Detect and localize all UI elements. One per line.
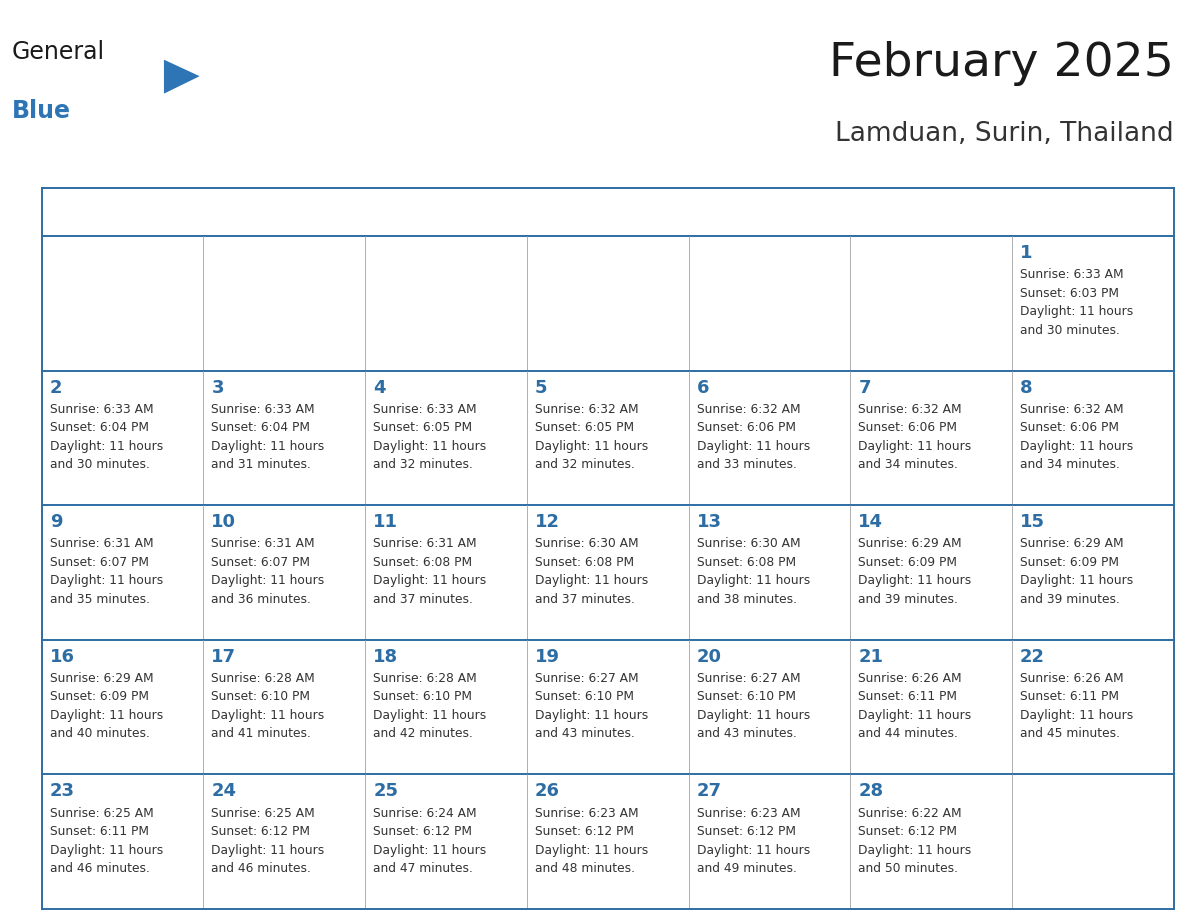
Text: General: General [12,40,105,64]
Text: Sunrise: 6:27 AM
Sunset: 6:10 PM
Daylight: 11 hours
and 43 minutes.: Sunrise: 6:27 AM Sunset: 6:10 PM Dayligh… [535,672,649,741]
Text: 6: 6 [696,378,709,397]
Text: 13: 13 [696,513,721,532]
Text: Sunrise: 6:28 AM
Sunset: 6:10 PM
Daylight: 11 hours
and 42 minutes.: Sunrise: 6:28 AM Sunset: 6:10 PM Dayligh… [373,672,486,741]
Text: Sunrise: 6:33 AM
Sunset: 6:04 PM
Daylight: 11 hours
and 31 minutes.: Sunrise: 6:33 AM Sunset: 6:04 PM Dayligh… [211,403,324,471]
Text: 16: 16 [50,648,75,666]
Text: Sunrise: 6:29 AM
Sunset: 6:09 PM
Daylight: 11 hours
and 39 minutes.: Sunrise: 6:29 AM Sunset: 6:09 PM Dayligh… [1020,537,1133,606]
Text: Sunrise: 6:27 AM
Sunset: 6:10 PM
Daylight: 11 hours
and 43 minutes.: Sunrise: 6:27 AM Sunset: 6:10 PM Dayligh… [696,672,810,741]
Text: Monday: Monday [213,205,277,219]
Text: Sunrise: 6:25 AM
Sunset: 6:12 PM
Daylight: 11 hours
and 46 minutes.: Sunrise: 6:25 AM Sunset: 6:12 PM Dayligh… [211,807,324,875]
Text: 17: 17 [211,648,236,666]
Text: 1: 1 [1020,244,1032,262]
Text: Friday: Friday [860,205,909,219]
Text: Sunrise: 6:30 AM
Sunset: 6:08 PM
Daylight: 11 hours
and 37 minutes.: Sunrise: 6:30 AM Sunset: 6:08 PM Dayligh… [535,537,649,606]
Text: Sunrise: 6:23 AM
Sunset: 6:12 PM
Daylight: 11 hours
and 49 minutes.: Sunrise: 6:23 AM Sunset: 6:12 PM Dayligh… [696,807,810,875]
Text: 10: 10 [211,513,236,532]
Text: 9: 9 [50,513,62,532]
Text: 24: 24 [211,782,236,800]
Text: 20: 20 [696,648,721,666]
Text: 8: 8 [1020,378,1032,397]
Text: 12: 12 [535,513,560,532]
Text: Sunrise: 6:29 AM
Sunset: 6:09 PM
Daylight: 11 hours
and 40 minutes.: Sunrise: 6:29 AM Sunset: 6:09 PM Dayligh… [50,672,163,741]
Text: Sunrise: 6:26 AM
Sunset: 6:11 PM
Daylight: 11 hours
and 44 minutes.: Sunrise: 6:26 AM Sunset: 6:11 PM Dayligh… [859,672,972,741]
Text: 7: 7 [859,378,871,397]
Text: Sunrise: 6:32 AM
Sunset: 6:06 PM
Daylight: 11 hours
and 33 minutes.: Sunrise: 6:32 AM Sunset: 6:06 PM Dayligh… [696,403,810,471]
Text: 21: 21 [859,648,884,666]
Text: 19: 19 [535,648,560,666]
Text: Sunrise: 6:33 AM
Sunset: 6:04 PM
Daylight: 11 hours
and 30 minutes.: Sunrise: 6:33 AM Sunset: 6:04 PM Dayligh… [50,403,163,471]
Text: 15: 15 [1020,513,1045,532]
Text: 27: 27 [696,782,721,800]
Polygon shape [164,60,200,94]
Text: 18: 18 [373,648,398,666]
Text: Sunrise: 6:29 AM
Sunset: 6:09 PM
Daylight: 11 hours
and 39 minutes.: Sunrise: 6:29 AM Sunset: 6:09 PM Dayligh… [859,537,972,606]
Text: Sunrise: 6:30 AM
Sunset: 6:08 PM
Daylight: 11 hours
and 38 minutes.: Sunrise: 6:30 AM Sunset: 6:08 PM Dayligh… [696,537,810,606]
Text: Sunday: Sunday [51,205,112,219]
Text: Thursday: Thursday [699,205,773,219]
Text: Sunrise: 6:32 AM
Sunset: 6:05 PM
Daylight: 11 hours
and 32 minutes.: Sunrise: 6:32 AM Sunset: 6:05 PM Dayligh… [535,403,649,471]
Text: 3: 3 [211,378,223,397]
Text: Wednesday: Wednesday [537,205,630,219]
Text: Sunrise: 6:33 AM
Sunset: 6:05 PM
Daylight: 11 hours
and 32 minutes.: Sunrise: 6:33 AM Sunset: 6:05 PM Dayligh… [373,403,486,471]
Text: 23: 23 [50,782,75,800]
Text: 11: 11 [373,513,398,532]
Text: Tuesday: Tuesday [374,205,441,219]
Text: 4: 4 [373,378,386,397]
Text: Sunrise: 6:28 AM
Sunset: 6:10 PM
Daylight: 11 hours
and 41 minutes.: Sunrise: 6:28 AM Sunset: 6:10 PM Dayligh… [211,672,324,741]
Text: Sunrise: 6:23 AM
Sunset: 6:12 PM
Daylight: 11 hours
and 48 minutes.: Sunrise: 6:23 AM Sunset: 6:12 PM Dayligh… [535,807,649,875]
Text: February 2025: February 2025 [829,41,1174,86]
Text: 22: 22 [1020,648,1045,666]
Text: 5: 5 [535,378,548,397]
Text: Lamduan, Surin, Thailand: Lamduan, Surin, Thailand [835,121,1174,147]
Text: Sunrise: 6:31 AM
Sunset: 6:07 PM
Daylight: 11 hours
and 35 minutes.: Sunrise: 6:31 AM Sunset: 6:07 PM Dayligh… [50,537,163,606]
Text: Sunrise: 6:31 AM
Sunset: 6:07 PM
Daylight: 11 hours
and 36 minutes.: Sunrise: 6:31 AM Sunset: 6:07 PM Dayligh… [211,537,324,606]
Text: Sunrise: 6:33 AM
Sunset: 6:03 PM
Daylight: 11 hours
and 30 minutes.: Sunrise: 6:33 AM Sunset: 6:03 PM Dayligh… [1020,268,1133,337]
Text: 25: 25 [373,782,398,800]
Text: 2: 2 [50,378,62,397]
Text: Saturday: Saturday [1022,205,1094,219]
Text: Sunrise: 6:24 AM
Sunset: 6:12 PM
Daylight: 11 hours
and 47 minutes.: Sunrise: 6:24 AM Sunset: 6:12 PM Dayligh… [373,807,486,875]
Text: Sunrise: 6:31 AM
Sunset: 6:08 PM
Daylight: 11 hours
and 37 minutes.: Sunrise: 6:31 AM Sunset: 6:08 PM Dayligh… [373,537,486,606]
Text: Blue: Blue [12,99,71,123]
Text: 26: 26 [535,782,560,800]
Text: 14: 14 [859,513,884,532]
Text: 28: 28 [859,782,884,800]
Text: Sunrise: 6:26 AM
Sunset: 6:11 PM
Daylight: 11 hours
and 45 minutes.: Sunrise: 6:26 AM Sunset: 6:11 PM Dayligh… [1020,672,1133,741]
Text: Sunrise: 6:32 AM
Sunset: 6:06 PM
Daylight: 11 hours
and 34 minutes.: Sunrise: 6:32 AM Sunset: 6:06 PM Dayligh… [1020,403,1133,471]
Text: Sunrise: 6:22 AM
Sunset: 6:12 PM
Daylight: 11 hours
and 50 minutes.: Sunrise: 6:22 AM Sunset: 6:12 PM Dayligh… [859,807,972,875]
Text: Sunrise: 6:25 AM
Sunset: 6:11 PM
Daylight: 11 hours
and 46 minutes.: Sunrise: 6:25 AM Sunset: 6:11 PM Dayligh… [50,807,163,875]
Text: Sunrise: 6:32 AM
Sunset: 6:06 PM
Daylight: 11 hours
and 34 minutes.: Sunrise: 6:32 AM Sunset: 6:06 PM Dayligh… [859,403,972,471]
